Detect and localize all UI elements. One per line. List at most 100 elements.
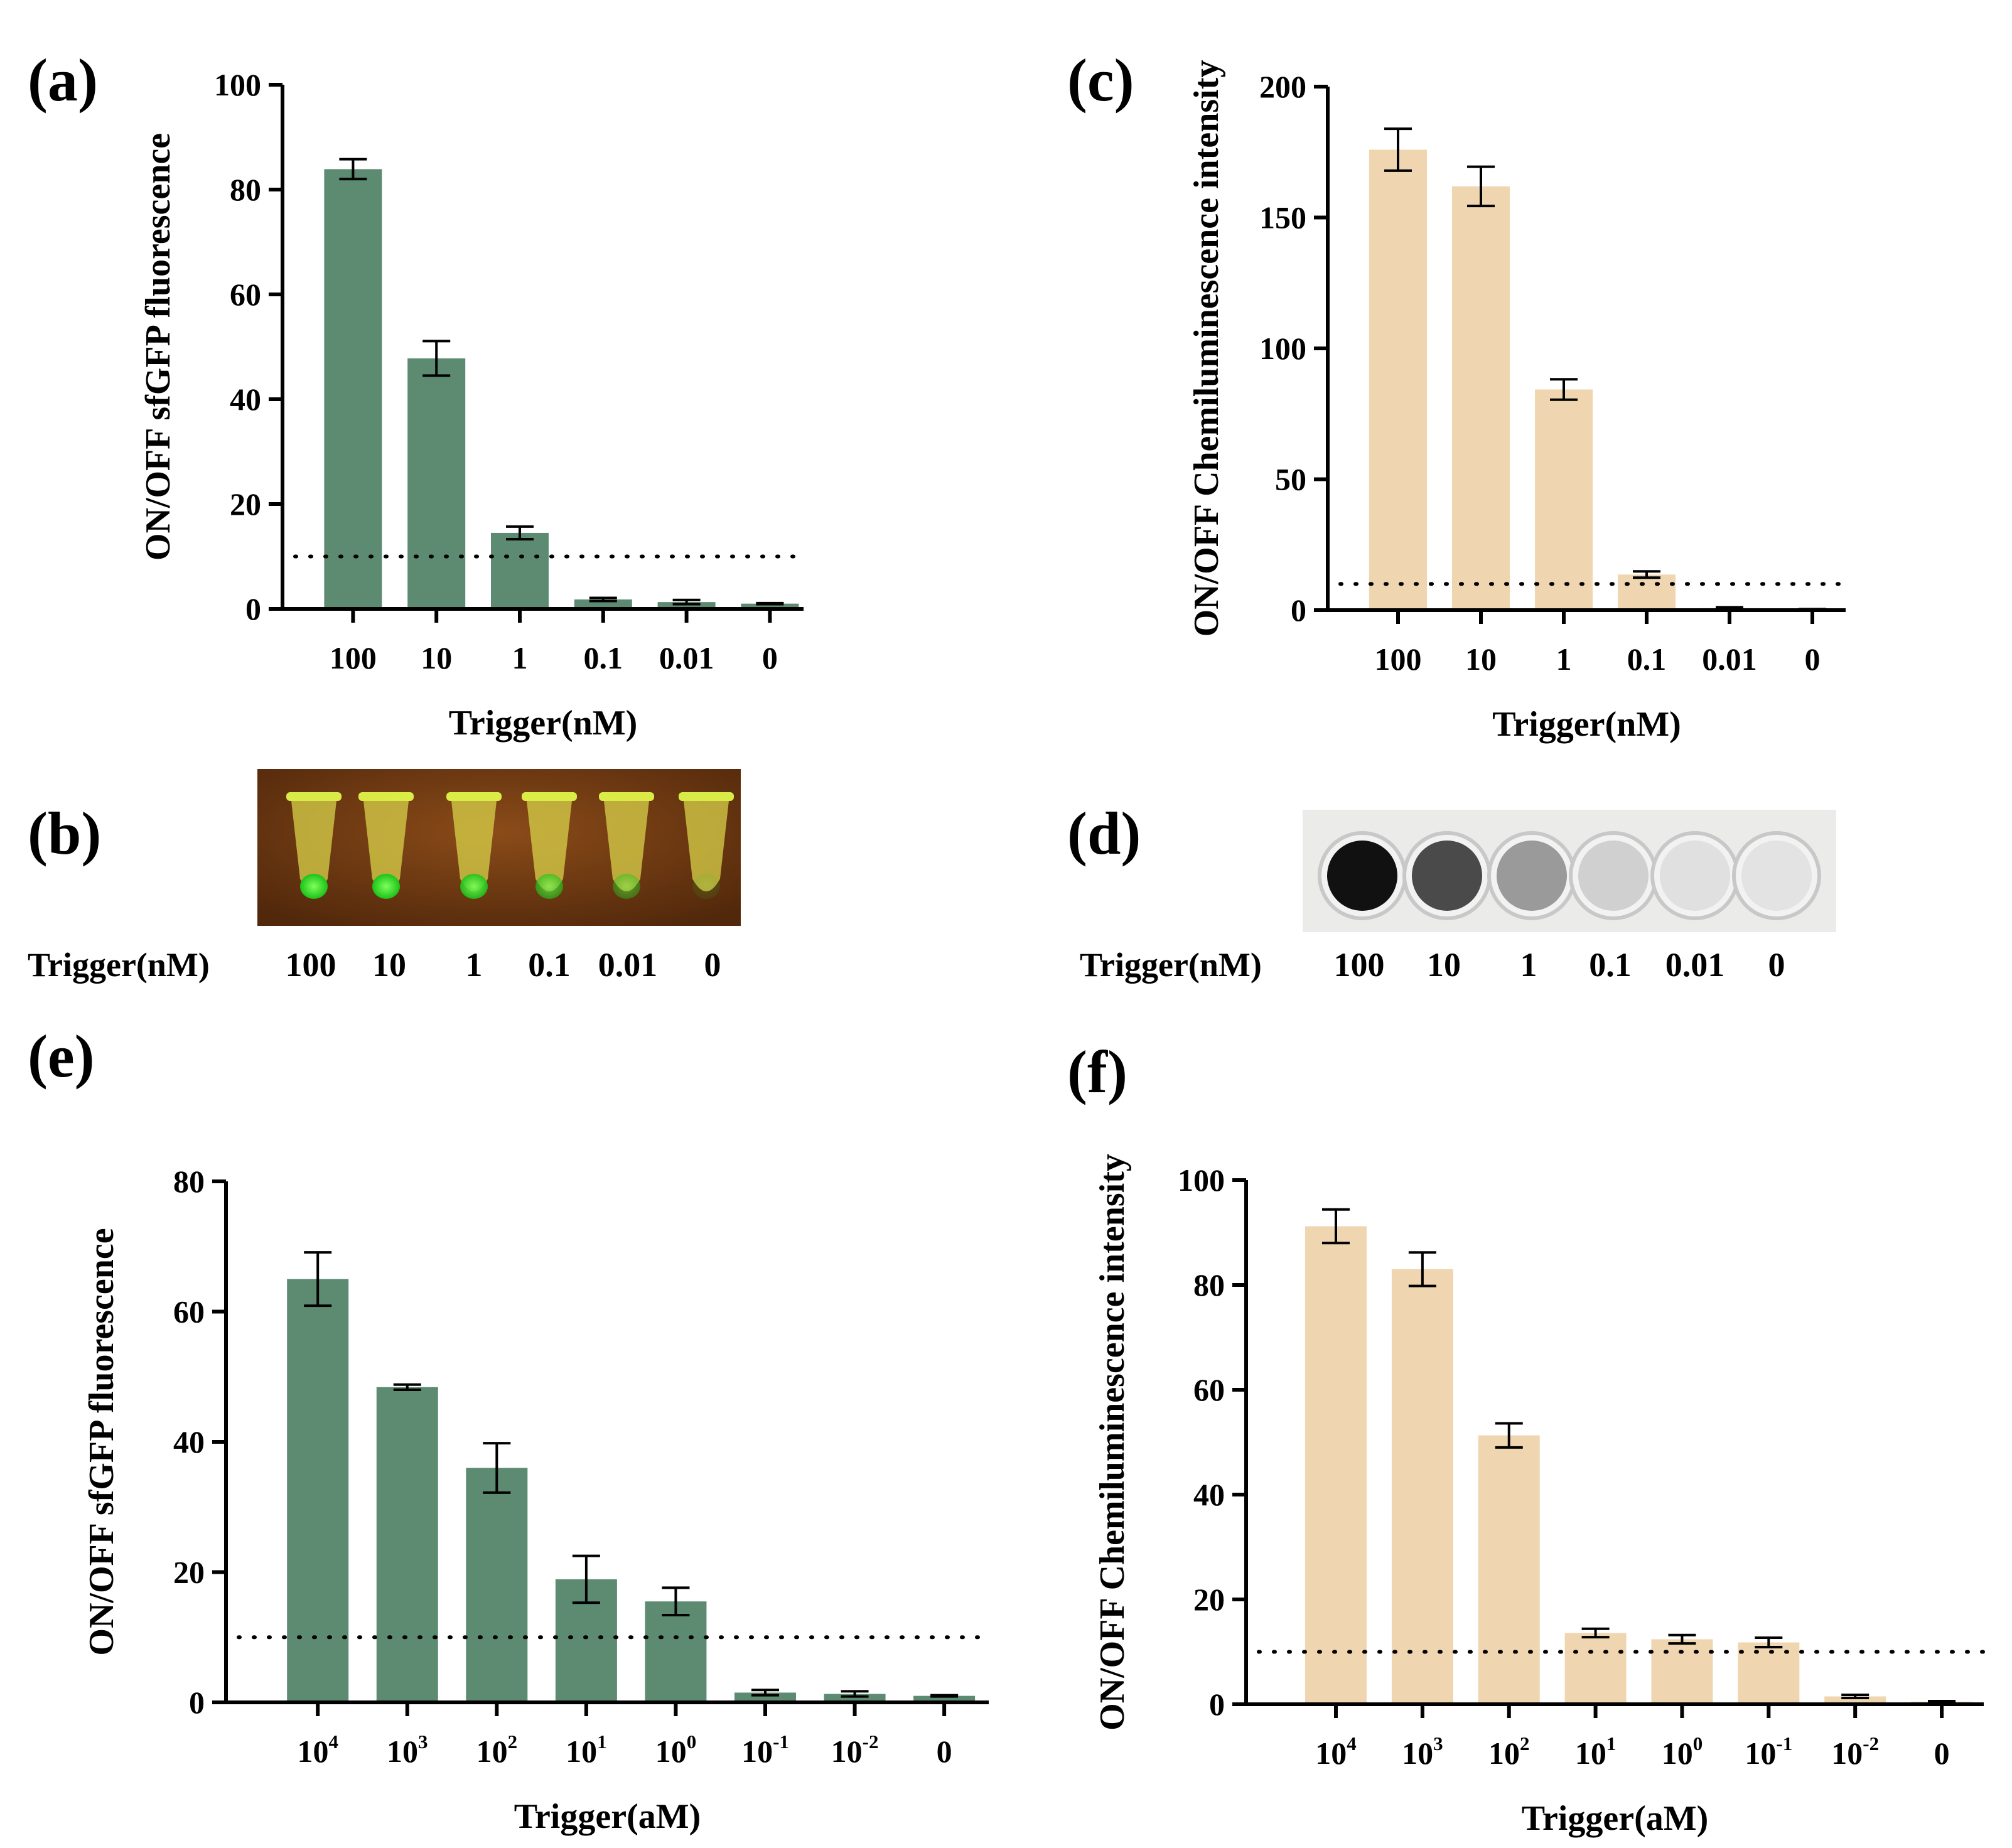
error-bar-c-1 (1467, 165, 1495, 208)
error-bar-a-0 (339, 158, 367, 181)
x-tick-label-a-0: 100 (330, 640, 377, 675)
x-tick-label-e-1: 103 (387, 1731, 428, 1769)
y-tick-label-f-80: 80 (1193, 1267, 1225, 1303)
x-tick-label-a-4: 0.01 (659, 640, 714, 675)
y-tick-label-c-200: 200 (1259, 69, 1306, 104)
bar-e-4 (645, 1601, 707, 1702)
error-bar-e-7 (930, 1694, 959, 1698)
photo-d-lane-label-4: 0.01 (1665, 946, 1725, 984)
bar-a-4 (657, 602, 716, 609)
photo-d-lane-labels: 100 10 1 0.1 0.01 0 (1334, 946, 1785, 984)
error-bar-c-2 (1550, 378, 1578, 401)
bar-e-6 (824, 1694, 886, 1702)
x-tick-label-e-0: 104 (297, 1731, 338, 1769)
y-tick-label-a-60: 60 (230, 277, 261, 312)
y-axis-title-c: ON/OFF Chemiluminescence intensity (1187, 60, 1226, 637)
y-tick-label-a-100: 100 (214, 67, 261, 102)
x-tick-label-c-2: 1 (1556, 642, 1572, 677)
error-bar-f-6 (1841, 1693, 1869, 1699)
bar-e-1 (376, 1387, 438, 1702)
y-tick-label-a-0: 0 (245, 591, 261, 626)
photo-d-lane-label-2: 1 (1520, 946, 1537, 984)
tube-2 (446, 792, 502, 899)
x-tick-label-f-4: 100 (1662, 1732, 1703, 1771)
x-tick-label-f-6: 10-2 (1831, 1732, 1879, 1771)
error-bar-c-3 (1633, 570, 1660, 579)
bar-a-2 (491, 532, 549, 609)
photo-d-lane-label-3: 0.1 (1589, 946, 1632, 984)
x-tick-label-a-2: 1 (512, 640, 528, 675)
y-tick-label-f-20: 20 (1193, 1582, 1225, 1617)
x-tick-label-f-2: 102 (1488, 1732, 1530, 1771)
photo-b-lane-label-2: 1 (466, 946, 483, 984)
tube-3 (522, 792, 577, 899)
x-tick-label-c-1: 10 (1465, 642, 1497, 677)
chart-c: 0 50 100 150 200 100 10 1 0.1 0.01 0 Trigger(nM) ON/… (1187, 60, 1848, 744)
photo-b-row-label: Trigger(nM) (28, 946, 210, 984)
well-3 (1569, 831, 1658, 920)
well-2 (1487, 831, 1576, 920)
chart-f: 0 20 40 60 80 100 104 103 102 101 100 10-1 10-2 0 Trig… (1093, 1154, 1986, 1838)
error-bar-a-2 (506, 525, 534, 540)
panel-label-f: (f) (1067, 1038, 1127, 1105)
error-bar-c-0 (1384, 127, 1412, 172)
bar-f-5 (1738, 1642, 1800, 1704)
y-tick-label-a-80: 80 (230, 172, 261, 207)
y-tick-label-f-60: 60 (1193, 1372, 1225, 1407)
well-1 (1402, 831, 1492, 920)
x-tick-label-f-0: 104 (1315, 1732, 1357, 1771)
photo-d-wells (1303, 810, 1836, 932)
bar-f-2 (1478, 1435, 1540, 1704)
x-axis-title-f: Trigger(aM) (1522, 1799, 1708, 1838)
x-tick-label-e-3: 101 (566, 1731, 607, 1769)
bar-a-5 (741, 603, 799, 609)
x-tick-label-e-7: 0 (937, 1734, 952, 1769)
error-bar-f-5 (1755, 1636, 1783, 1648)
x-tick-label-a-5: 0 (762, 640, 778, 675)
photo-d-row-label: Trigger(nM) (1080, 946, 1262, 984)
bar-e-2 (466, 1468, 528, 1702)
x-tick-label-c-4: 0.01 (1702, 642, 1757, 677)
y-tick-label-e-40: 40 (173, 1424, 205, 1459)
bar-f-3 (1564, 1633, 1627, 1704)
x-tick-label-e-6: 10-2 (831, 1731, 879, 1769)
y-tick-label-a-20: 20 (230, 486, 261, 522)
x-tick-label-e-4: 100 (655, 1731, 697, 1769)
bar-c-1 (1452, 186, 1510, 610)
y-tick-label-f-100: 100 (1178, 1163, 1225, 1198)
well-4 (1650, 831, 1740, 920)
photo-b-lane-label-1: 10 (372, 946, 406, 984)
y-tick-label-e-80: 80 (173, 1164, 205, 1199)
x-tick-label-c-0: 100 (1375, 642, 1422, 677)
x-tick-label-e-5: 10-1 (741, 1731, 789, 1769)
y-axis-title-a: ON/OFF sfGFP fluorescence (139, 133, 178, 561)
y-tick-label-c-50: 50 (1275, 462, 1306, 497)
panel-label-e: (e) (28, 1023, 95, 1090)
error-bar-f-7 (1928, 1699, 1956, 1704)
x-tick-label-f-1: 103 (1402, 1732, 1443, 1771)
bar-c-3 (1618, 574, 1676, 610)
x-tick-label-a-3: 0.1 (584, 640, 623, 675)
bar-e-7 (913, 1695, 976, 1702)
tube-4 (599, 792, 654, 899)
well-0 (1318, 831, 1407, 920)
error-bar-a-5 (756, 601, 784, 606)
x-axis-title-e: Trigger(aM) (514, 1797, 701, 1836)
panel-label-b: (b) (28, 800, 101, 867)
error-bar-e-4 (662, 1586, 690, 1616)
bar-e-5 (734, 1692, 796, 1702)
error-bar-f-4 (1668, 1633, 1696, 1645)
error-bar-f-1 (1408, 1251, 1436, 1287)
x-tick-label-c-3: 0.1 (1627, 642, 1667, 677)
tube-1 (358, 792, 414, 899)
tube-0 (286, 792, 342, 899)
photo-b-lane-label-4: 0.01 (598, 946, 658, 984)
photo-d-lane-label-0: 100 (1334, 946, 1385, 984)
error-bar-a-4 (672, 598, 701, 606)
bar-f-6 (1824, 1696, 1886, 1704)
well-5 (1732, 831, 1821, 920)
bar-a-3 (574, 599, 632, 609)
x-tick-label-f-7: 0 (1934, 1736, 1950, 1771)
photo-b-tubes (257, 769, 741, 926)
error-bar-e-5 (751, 1689, 779, 1697)
